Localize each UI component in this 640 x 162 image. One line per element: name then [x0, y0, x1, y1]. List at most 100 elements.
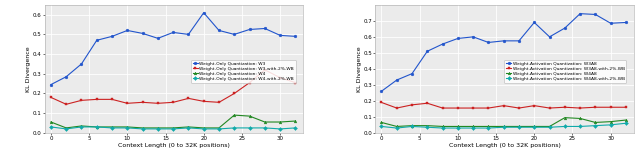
Line: Weight-Only Quantization: W4-with-2%-WB: Weight-Only Quantization: W4-with-2%-WB	[49, 126, 297, 130]
Weight-Activation Quantization: W3A8-with-2%-WB: (32, 0.16): W3A8-with-2%-WB: (32, 0.16)	[622, 106, 630, 108]
Weight-Only Quantization: W4: (4, 0.035): W4: (4, 0.035)	[77, 125, 85, 127]
Weight-Only Quantization: W4-with-2%-WB: (8, 0.025): W4-with-2%-WB: (8, 0.025)	[108, 127, 116, 129]
Weight-Activation Quantization: W4A8: (28, 0.065): W4A8: (28, 0.065)	[591, 122, 599, 123]
Y-axis label: KL Divergence: KL Divergence	[356, 46, 362, 92]
Weight-Only Quantization: W4-with-2%-WB: (2, 0.02): W4-with-2%-WB: (2, 0.02)	[62, 128, 70, 130]
Weight-Activation Quantization: W3A8: (2, 0.33): W3A8: (2, 0.33)	[393, 79, 401, 81]
Weight-Only Quantization: W3: (8, 0.49): W3: (8, 0.49)	[108, 35, 116, 37]
Weight-Only Quantization: W3-with-2%-WB: (0, 0.18): W3-with-2%-WB: (0, 0.18)	[47, 96, 55, 98]
Weight-Activation Quantization: W3A8: (14, 0.565): W3A8: (14, 0.565)	[484, 41, 492, 43]
Line: Weight-Activation Quantization: W3A8-with-2%-WB: Weight-Activation Quantization: W3A8-wit…	[380, 101, 627, 110]
Weight-Activation Quantization: W4A8-with-2%-WB: (16, 0.035): W4A8-with-2%-WB: (16, 0.035)	[500, 126, 508, 128]
Weight-Activation Quantization: W3A8: (6, 0.51): W3A8: (6, 0.51)	[424, 50, 431, 52]
Weight-Only Quantization: W3: (20, 0.61): W3: (20, 0.61)	[200, 12, 207, 14]
Weight-Activation Quantization: W4A8: (24, 0.095): W4A8: (24, 0.095)	[561, 117, 569, 119]
Weight-Activation Quantization: W4A8-with-2%-WB: (0, 0.04): W4A8-with-2%-WB: (0, 0.04)	[378, 126, 385, 127]
Weight-Activation Quantization: W4A8: (10, 0.04): W4A8: (10, 0.04)	[454, 126, 461, 127]
Weight-Only Quantization: W4: (26, 0.085): W4: (26, 0.085)	[246, 115, 253, 117]
Weight-Activation Quantization: W4A8-with-2%-WB: (20, 0.035): W4A8-with-2%-WB: (20, 0.035)	[531, 126, 538, 128]
Weight-Only Quantization: W3: (28, 0.53): W3: (28, 0.53)	[261, 28, 269, 29]
Weight-Only Quantization: W3-with-2%-WB: (26, 0.255): W3-with-2%-WB: (26, 0.255)	[246, 82, 253, 84]
Weight-Only Quantization: W3: (24, 0.5): W3: (24, 0.5)	[230, 33, 238, 35]
Weight-Only Quantization: W3-with-2%-WB: (2, 0.145): W3-with-2%-WB: (2, 0.145)	[62, 103, 70, 105]
Weight-Only Quantization: W3: (14, 0.48): W3: (14, 0.48)	[154, 37, 162, 39]
Weight-Activation Quantization: W4A8: (30, 0.07): W4A8: (30, 0.07)	[607, 121, 614, 123]
Weight-Only Quantization: W4-with-2%-WB: (10, 0.025): W4-with-2%-WB: (10, 0.025)	[124, 127, 131, 129]
Weight-Only Quantization: W3-with-2%-WB: (16, 0.155): W3-with-2%-WB: (16, 0.155)	[170, 101, 177, 103]
Weight-Only Quantization: W4-with-2%-WB: (26, 0.025): W4-with-2%-WB: (26, 0.025)	[246, 127, 253, 129]
Weight-Only Quantization: W4-with-2%-WB: (30, 0.02): W4-with-2%-WB: (30, 0.02)	[276, 128, 284, 130]
Weight-Only Quantization: W3-with-2%-WB: (28, 0.32): W3-with-2%-WB: (28, 0.32)	[261, 69, 269, 71]
Weight-Activation Quantization: W4A8-with-2%-WB: (24, 0.04): W4A8-with-2%-WB: (24, 0.04)	[561, 126, 569, 127]
Weight-Activation Quantization: W4A8-with-2%-WB: (6, 0.035): W4A8-with-2%-WB: (6, 0.035)	[424, 126, 431, 128]
Weight-Only Quantization: W3: (4, 0.35): W3: (4, 0.35)	[77, 63, 85, 65]
Weight-Only Quantization: W3: (22, 0.52): W3: (22, 0.52)	[215, 29, 223, 31]
Weight-Only Quantization: W4: (20, 0.025): W4: (20, 0.025)	[200, 127, 207, 129]
Weight-Only Quantization: W3: (0, 0.245): W3: (0, 0.245)	[47, 84, 55, 86]
Weight-Only Quantization: W3: (30, 0.495): W3: (30, 0.495)	[276, 34, 284, 36]
X-axis label: Context Length (0 to 32K positions): Context Length (0 to 32K positions)	[118, 143, 230, 148]
Weight-Activation Quantization: W3A8: (12, 0.6): W3A8: (12, 0.6)	[469, 36, 477, 38]
Weight-Activation Quantization: W4A8-with-2%-WB: (26, 0.04): W4A8-with-2%-WB: (26, 0.04)	[576, 126, 584, 127]
Weight-Activation Quantization: W3A8: (28, 0.74): W3A8: (28, 0.74)	[591, 13, 599, 15]
Line: Weight-Only Quantization: W3-with-2%-WB: Weight-Only Quantization: W3-with-2%-WB	[49, 69, 297, 106]
Weight-Activation Quantization: W3A8-with-2%-WB: (20, 0.17): W3A8-with-2%-WB: (20, 0.17)	[531, 105, 538, 107]
Weight-Only Quantization: W3-with-2%-WB: (22, 0.155): W3-with-2%-WB: (22, 0.155)	[215, 101, 223, 103]
Weight-Only Quantization: W4-with-2%-WB: (24, 0.025): W4-with-2%-WB: (24, 0.025)	[230, 127, 238, 129]
Weight-Activation Quantization: W4A8-with-2%-WB: (2, 0.03): W4A8-with-2%-WB: (2, 0.03)	[393, 127, 401, 129]
Weight-Activation Quantization: W4A8-with-2%-WB: (22, 0.035): W4A8-with-2%-WB: (22, 0.035)	[546, 126, 554, 128]
Weight-Activation Quantization: W3A8-with-2%-WB: (6, 0.185): W3A8-with-2%-WB: (6, 0.185)	[424, 102, 431, 104]
Weight-Activation Quantization: W4A8-with-2%-WB: (12, 0.03): W4A8-with-2%-WB: (12, 0.03)	[469, 127, 477, 129]
Weight-Activation Quantization: W3A8: (10, 0.59): W3A8: (10, 0.59)	[454, 37, 461, 39]
Weight-Activation Quantization: W3A8-with-2%-WB: (4, 0.175): W3A8-with-2%-WB: (4, 0.175)	[408, 104, 416, 106]
Weight-Activation Quantization: W3A8: (4, 0.37): W3A8: (4, 0.37)	[408, 73, 416, 75]
Weight-Only Quantization: W4: (8, 0.03): W4: (8, 0.03)	[108, 126, 116, 128]
Weight-Activation Quantization: W3A8-with-2%-WB: (8, 0.155): W3A8-with-2%-WB: (8, 0.155)	[439, 107, 447, 109]
Weight-Activation Quantization: W3A8-with-2%-WB: (28, 0.16): W3A8-with-2%-WB: (28, 0.16)	[591, 106, 599, 108]
Weight-Only Quantization: W4: (32, 0.06): W4: (32, 0.06)	[292, 120, 300, 122]
Weight-Only Quantization: W3: (16, 0.51): W3: (16, 0.51)	[170, 31, 177, 33]
Weight-Only Quantization: W4: (24, 0.09): W4: (24, 0.09)	[230, 114, 238, 116]
Weight-Activation Quantization: W4A8-with-2%-WB: (30, 0.05): W4A8-with-2%-WB: (30, 0.05)	[607, 124, 614, 126]
Weight-Activation Quantization: W3A8-with-2%-WB: (26, 0.155): W3A8-with-2%-WB: (26, 0.155)	[576, 107, 584, 109]
Weight-Only Quantization: W3-with-2%-WB: (14, 0.15): W3-with-2%-WB: (14, 0.15)	[154, 102, 162, 104]
Weight-Activation Quantization: W4A8-with-2%-WB: (8, 0.03): W4A8-with-2%-WB: (8, 0.03)	[439, 127, 447, 129]
Weight-Only Quantization: W4-with-2%-WB: (18, 0.025): W4-with-2%-WB: (18, 0.025)	[184, 127, 192, 129]
Weight-Activation Quantization: W3A8-with-2%-WB: (2, 0.155): W3A8-with-2%-WB: (2, 0.155)	[393, 107, 401, 109]
Weight-Only Quantization: W3: (2, 0.285): W3: (2, 0.285)	[62, 76, 70, 78]
Weight-Only Quantization: W3: (10, 0.52): W3: (10, 0.52)	[124, 29, 131, 31]
Weight-Only Quantization: W4: (30, 0.055): W4: (30, 0.055)	[276, 121, 284, 123]
Weight-Only Quantization: W4: (22, 0.025): W4: (22, 0.025)	[215, 127, 223, 129]
X-axis label: Context Length (0 to 32K positions): Context Length (0 to 32K positions)	[449, 143, 561, 148]
Line: Weight-Only Quantization: W4: Weight-Only Quantization: W4	[49, 114, 297, 129]
Weight-Activation Quantization: W4A8: (22, 0.04): W4A8: (22, 0.04)	[546, 126, 554, 127]
Weight-Only Quantization: W3: (26, 0.525): W3: (26, 0.525)	[246, 29, 253, 30]
Weight-Only Quantization: W3-with-2%-WB: (18, 0.175): W3-with-2%-WB: (18, 0.175)	[184, 97, 192, 99]
Weight-Activation Quantization: W4A8-with-2%-WB: (14, 0.03): W4A8-with-2%-WB: (14, 0.03)	[484, 127, 492, 129]
Weight-Activation Quantization: W4A8: (26, 0.09): W4A8: (26, 0.09)	[576, 117, 584, 119]
Weight-Activation Quantization: W3A8: (32, 0.69): W3A8: (32, 0.69)	[622, 22, 630, 23]
Weight-Activation Quantization: W3A8: (0, 0.26): W3A8: (0, 0.26)	[378, 90, 385, 92]
Weight-Only Quantization: W3-with-2%-WB: (8, 0.17): W3-with-2%-WB: (8, 0.17)	[108, 98, 116, 100]
Weight-Only Quantization: W3: (18, 0.5): W3: (18, 0.5)	[184, 33, 192, 35]
Legend: Weight-Activation Quantization: W3A8, Weight-Activation Quantization: W3A8-with-: Weight-Activation Quantization: W3A8, We…	[504, 60, 626, 82]
Weight-Activation Quantization: W4A8: (14, 0.04): W4A8: (14, 0.04)	[484, 126, 492, 127]
Weight-Only Quantization: W4: (16, 0.025): W4: (16, 0.025)	[170, 127, 177, 129]
Weight-Only Quantization: W3-with-2%-WB: (12, 0.155): W3-with-2%-WB: (12, 0.155)	[139, 101, 147, 103]
Weight-Only Quantization: W4-with-2%-WB: (6, 0.03): W4-with-2%-WB: (6, 0.03)	[93, 126, 100, 128]
Weight-Activation Quantization: W3A8-with-2%-WB: (16, 0.17): W3A8-with-2%-WB: (16, 0.17)	[500, 105, 508, 107]
Weight-Activation Quantization: W3A8: (20, 0.69): W3A8: (20, 0.69)	[531, 22, 538, 23]
Weight-Activation Quantization: W3A8-with-2%-WB: (30, 0.16): W3A8-with-2%-WB: (30, 0.16)	[607, 106, 614, 108]
Weight-Activation Quantization: W4A8-with-2%-WB: (10, 0.03): W4A8-with-2%-WB: (10, 0.03)	[454, 127, 461, 129]
Weight-Only Quantization: W3-with-2%-WB: (32, 0.255): W3-with-2%-WB: (32, 0.255)	[292, 82, 300, 84]
Weight-Activation Quantization: W3A8: (26, 0.745): W3A8: (26, 0.745)	[576, 13, 584, 15]
Y-axis label: KL Divergence: KL Divergence	[26, 46, 31, 92]
Weight-Only Quantization: W3-with-2%-WB: (24, 0.2): W3-with-2%-WB: (24, 0.2)	[230, 93, 238, 94]
Weight-Activation Quantization: W3A8-with-2%-WB: (22, 0.155): W3A8-with-2%-WB: (22, 0.155)	[546, 107, 554, 109]
Weight-Only Quantization: W4: (6, 0.03): W4: (6, 0.03)	[93, 126, 100, 128]
Weight-Only Quantization: W3: (12, 0.505): W3: (12, 0.505)	[139, 32, 147, 34]
Line: Weight-Activation Quantization: W4A8-with-2%-WB: Weight-Activation Quantization: W4A8-wit…	[380, 122, 627, 129]
Weight-Activation Quantization: W3A8-with-2%-WB: (0, 0.19): W3A8-with-2%-WB: (0, 0.19)	[378, 101, 385, 103]
Weight-Activation Quantization: W3A8-with-2%-WB: (24, 0.16): W3A8-with-2%-WB: (24, 0.16)	[561, 106, 569, 108]
Weight-Only Quantization: W4-with-2%-WB: (32, 0.025): W4-with-2%-WB: (32, 0.025)	[292, 127, 300, 129]
